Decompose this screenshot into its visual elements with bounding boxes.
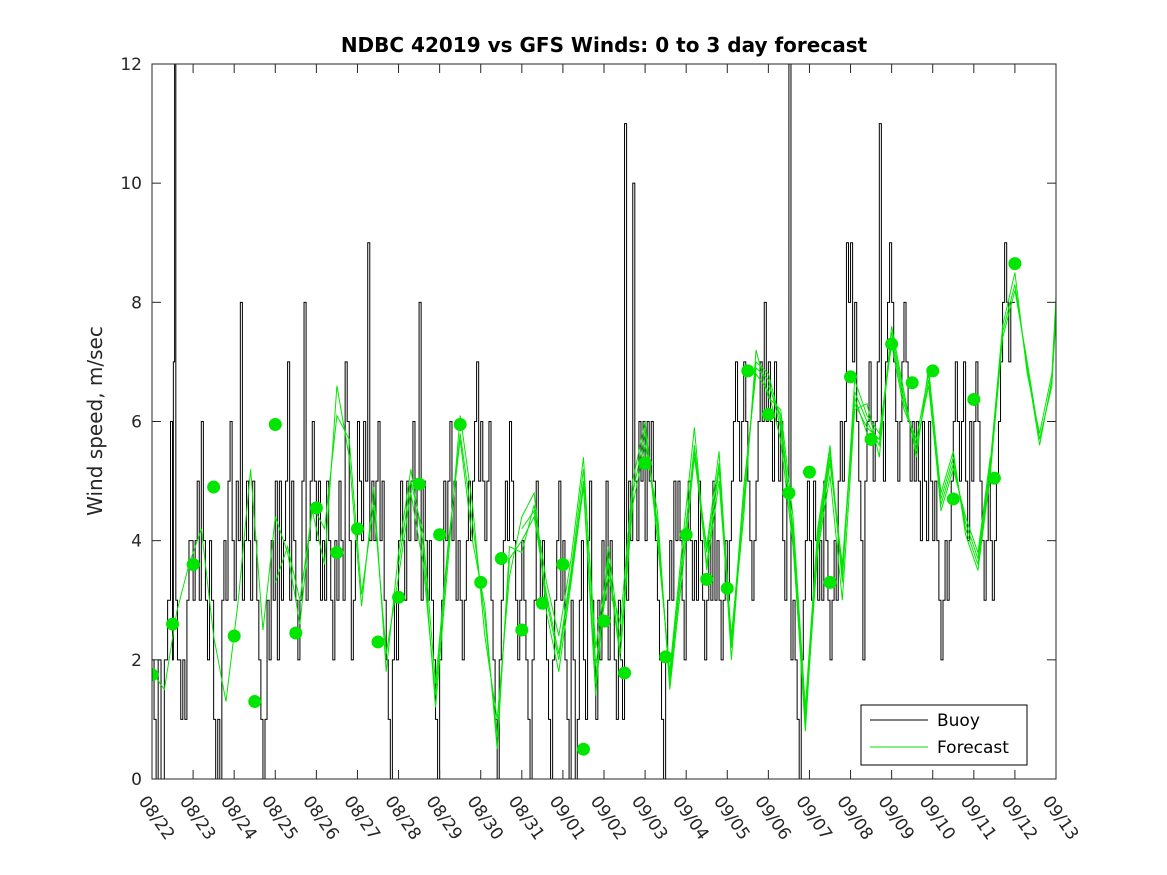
y-tick-label: 2 [131,651,142,671]
forecast-marker-point [186,558,200,571]
chart-title: NDBC 42019 vs GFS Winds: 0 to 3 day fore… [341,33,868,57]
forecast-marker-point [885,337,899,351]
forecast-marker-point [618,666,632,680]
forecast-marker-point [864,432,878,446]
forecast-marker-point [576,742,590,756]
forecast-marker-point [967,392,981,406]
forecast-marker-point [166,617,180,631]
forecast-marker-point [494,552,508,566]
series-layer [152,64,1056,779]
forecast-marker-point [207,480,221,494]
forecast-marker-point [782,486,796,500]
forecast-marker-point [761,407,775,421]
forecast-marker-point [309,501,323,515]
forecast-marker-point [535,596,549,610]
forecast-marker-point [474,575,488,589]
forecast-marker-point [905,376,919,390]
forecast-marker-point [412,477,426,491]
y-tick-label: 4 [131,532,142,552]
series-forecast-run-1 [274,366,868,726]
y-tick-label: 10 [120,174,142,194]
forecast-marker-point [227,629,241,643]
forecast-marker-point [268,417,282,431]
forecast-marker-point [330,546,344,560]
forecast-marker-point [248,695,262,709]
y-tick-label: 6 [131,413,142,433]
y-tick-label: 0 [131,770,142,790]
forecast-marker-point [1008,257,1022,271]
y-tick-label: 12 [120,55,142,75]
forecast-marker-point [844,370,858,384]
forecast-marker-point [946,492,960,506]
series-forecast-run-5 [767,284,1056,732]
forecast-marker-point [289,626,303,640]
forecast-marker-point [700,572,714,586]
legend-label-forecast: Forecast [937,738,1009,758]
forecast-marker-point [926,364,940,378]
forecast-marker-point [679,528,693,542]
forecast-marker-point [371,635,385,649]
forecast-marker-point [597,614,611,628]
forecast-marker-point [350,522,364,536]
forecast-marker-point [453,417,467,431]
legend-label-buoy: Buoy [937,711,980,731]
forecast-marker-point [433,528,447,542]
series-forecast-run-4 [644,272,1056,714]
forecast-marker-point [659,650,673,664]
forecast-marker-point [515,623,529,637]
forecast-marker-point [987,471,1001,485]
forecast-marker-point [720,581,734,595]
y-tick-label: 8 [131,293,142,313]
forecast-marker-point [556,558,570,571]
series-buoy-line [152,64,1015,779]
legend-box [860,704,1028,766]
legend: Buoy Forecast [860,704,1028,766]
forecast-marker-point [638,456,652,470]
forecast-marker-point [392,590,406,604]
forecast-marker-point [741,364,755,378]
forecast-marker-point [823,575,837,589]
forecast-marker-point [802,465,816,479]
forecast-marker-point [152,668,159,682]
y-axis-label: Wind speed, m/sec [83,326,107,516]
